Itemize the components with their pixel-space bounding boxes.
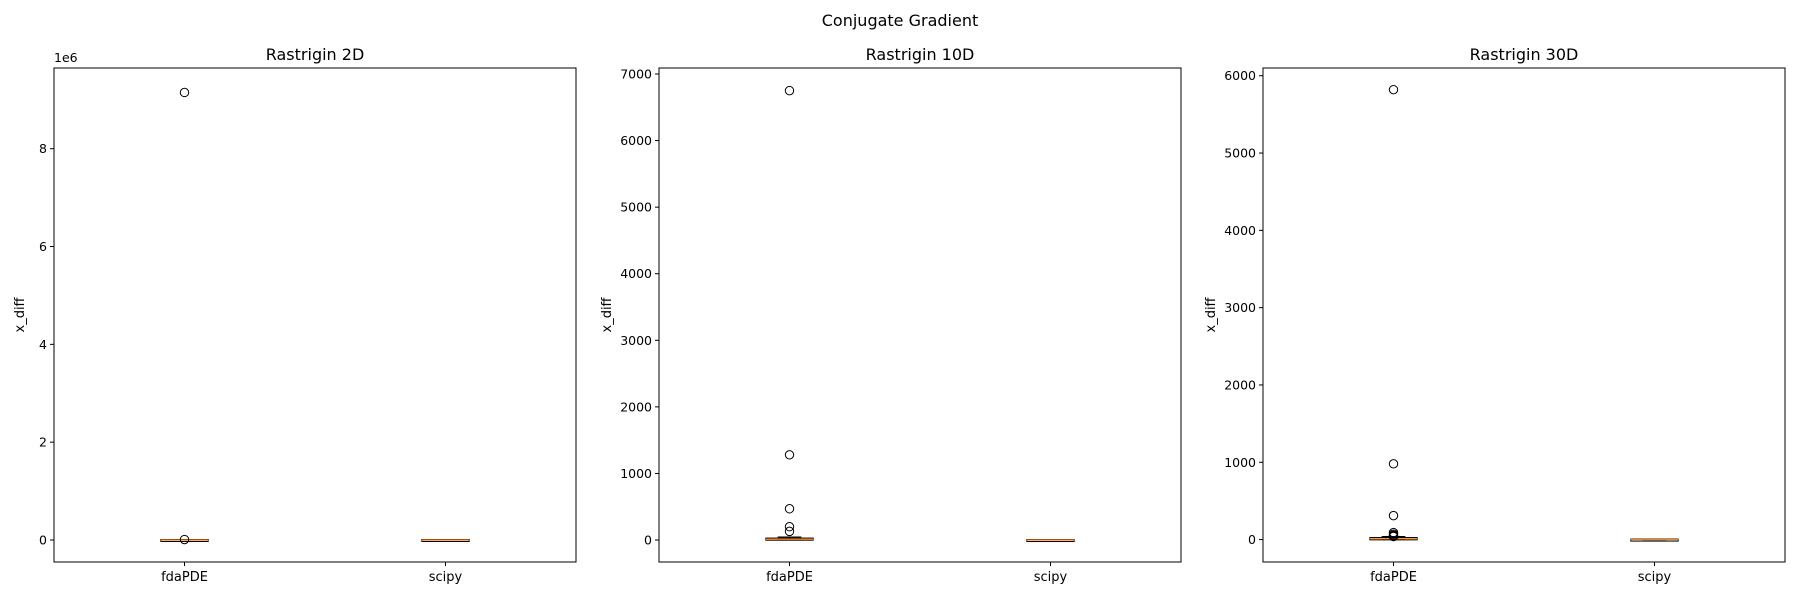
- x-tick-label: fdaPDE: [766, 570, 813, 585]
- outlier-point: [179, 534, 190, 545]
- x-tick-label: scipy: [429, 570, 463, 585]
- outlier-point: [784, 504, 795, 514]
- x-tick-label: fdaPDE: [1370, 570, 1417, 585]
- chart-title: Rastrigin 10D: [866, 45, 975, 64]
- chart-rastrigin-10d: Rastrigin 10D x_diff 0 1000 2000 3000 4000 5000…: [600, 45, 1182, 585]
- boxplot-scipy: [1026, 539, 1075, 543]
- outlier-point: [784, 450, 795, 460]
- y-tick-label: 4: [39, 337, 47, 352]
- y-tick-label: 5000: [1224, 146, 1256, 161]
- axes-frame: [658, 67, 1182, 563]
- x-tick-label: scipy: [1034, 570, 1068, 585]
- y-tick-label: 8: [39, 141, 47, 156]
- y-tick-label: 2000: [1224, 377, 1256, 392]
- y-tick-label: 4000: [1224, 223, 1256, 238]
- chart-title: Rastrigin 2D: [266, 45, 365, 64]
- y-tick-label: 1000: [1224, 455, 1256, 470]
- y-tick-label: 2: [39, 435, 47, 450]
- boxplot-fdaPDE: [765, 85, 814, 541]
- y-tick-label: 1000: [620, 466, 652, 481]
- y-axis-label: x_diff: [13, 296, 28, 332]
- y-tick-label: 4000: [620, 266, 652, 281]
- chart-rastrigin-2d: Rastrigin 2D x_diff 0 2 4 6 8 1e6 fdaPDE scipy: [13, 45, 577, 585]
- y-tick-label: 6: [39, 239, 47, 254]
- outlier-point: [784, 85, 795, 96]
- x-tick-label: fdaPDE: [161, 570, 208, 585]
- axes-frame: [1262, 67, 1786, 563]
- y-tick-label: 0: [39, 532, 47, 547]
- y-offset-text: 1e6: [54, 50, 78, 65]
- boxplot-scipy: [1630, 538, 1679, 542]
- y-axis-label: x_diff: [600, 296, 615, 332]
- y-tick-label: 3000: [620, 333, 652, 348]
- y-tick-label: 7000: [620, 66, 652, 81]
- outlier-point: [1388, 510, 1399, 521]
- y-tick-label: 3000: [1224, 300, 1256, 315]
- outlier-point: [784, 522, 795, 532]
- outlier-point: [1388, 84, 1399, 95]
- outlier-point: [179, 87, 190, 98]
- outlier-point: [784, 526, 795, 537]
- figure-title: Conjugate Gradient: [822, 11, 979, 30]
- boxplot-fdaPDE: [1369, 84, 1418, 542]
- y-tick-label: 0: [644, 533, 652, 548]
- x-tick-label: scipy: [1638, 570, 1672, 585]
- chart-title: Rastrigin 30D: [1470, 45, 1579, 64]
- outlier-point: [1388, 459, 1399, 469]
- y-tick-label: 5000: [620, 200, 652, 215]
- axes-frame: [53, 67, 577, 563]
- y-tick-label: 0: [1248, 532, 1256, 547]
- y-tick-label: 2000: [620, 399, 652, 414]
- y-tick-label: 6000: [1224, 68, 1256, 83]
- chart-rastrigin-30d: Rastrigin 30D x_diff 0 1000 2000 3000 4000 5000…: [1204, 45, 1786, 585]
- boxplot-scipy: [421, 538, 470, 542]
- y-axis-label: x_diff: [1204, 296, 1219, 332]
- boxplot-fdaPDE: [160, 87, 209, 545]
- y-tick-label: 6000: [620, 133, 652, 148]
- outlier-point: [1388, 531, 1399, 542]
